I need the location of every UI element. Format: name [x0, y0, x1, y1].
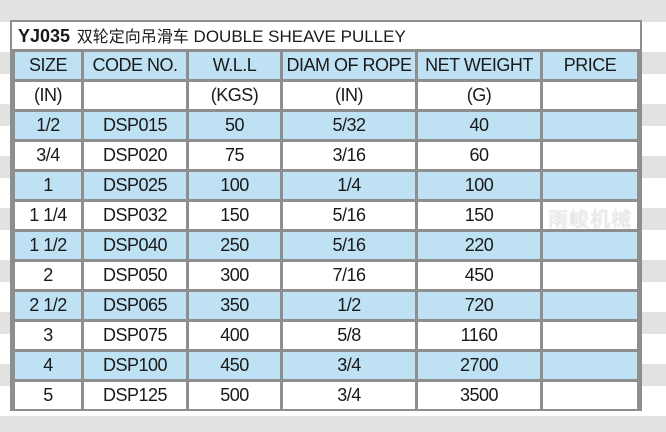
size-cell: 1/2	[15, 112, 81, 139]
size-cell: 1 1/2	[15, 232, 81, 259]
price-cell	[543, 82, 637, 109]
diam-of-rope-cell: 5/8	[283, 322, 415, 349]
net-weight-cell: 1160	[418, 322, 540, 349]
table-row: 4 DSP100 450 3/4 2700	[15, 352, 637, 379]
table-row: 3/4 DSP020 75 3/16 60	[15, 142, 637, 169]
units-row: (IN) (KGS) (IN) (G)	[15, 82, 637, 109]
price-cell	[543, 112, 637, 139]
net-weight-cell: 100	[418, 172, 540, 199]
wll-cell: W.L.L	[189, 52, 280, 79]
code-no-cell: CODE NO.	[84, 52, 186, 79]
wll-cell: 400	[189, 322, 280, 349]
table-row: 1 1/2 DSP040 250 5/16 220	[15, 232, 637, 259]
diam-of-rope-cell: 1/4	[283, 172, 415, 199]
wll-cell: 500	[189, 382, 280, 409]
price-cell	[543, 382, 637, 409]
diam-of-rope-cell: 1/2	[283, 292, 415, 319]
code-no-cell: DSP100	[84, 352, 186, 379]
net-weight-cell: 450	[418, 262, 540, 289]
wll-cell: 75	[189, 142, 280, 169]
wll-cell: 300	[189, 262, 280, 289]
wll-cell: 100	[189, 172, 280, 199]
size-cell: (IN)	[15, 82, 81, 109]
diam-of-rope-cell: 5/32	[283, 112, 415, 139]
wll-cell: 250	[189, 232, 280, 259]
wll-cell: 150	[189, 202, 280, 229]
diam-of-rope-cell: 5/16	[283, 232, 415, 259]
table-row: 2 DSP050 300 7/16 450	[15, 262, 637, 289]
price-cell	[543, 322, 637, 349]
code-no-cell: DSP050	[84, 262, 186, 289]
net-weight-cell: 3500	[418, 382, 540, 409]
diam-of-rope-cell: DIAM OF ROPE	[283, 52, 415, 79]
size-cell: 1 1/4	[15, 202, 81, 229]
code-no-cell: DSP015	[84, 112, 186, 139]
net-weight-cell: 60	[418, 142, 540, 169]
wll-cell: 350	[189, 292, 280, 319]
net-weight-cell: (G)	[418, 82, 540, 109]
size-cell: 2 1/2	[15, 292, 81, 319]
english-title: DOUBLE SHEAVE PULLEY	[193, 27, 406, 46]
code-no-cell: DSP065	[84, 292, 186, 319]
code-no-cell: DSP040	[84, 232, 186, 259]
model-code: YJ035	[18, 26, 71, 46]
diam-of-rope-cell: 3/16	[283, 142, 415, 169]
net-weight-cell: 150	[418, 202, 540, 229]
diam-of-rope-cell: 3/4	[283, 382, 415, 409]
net-weight-cell: 220	[418, 232, 540, 259]
table-row: 1 1/4 DSP032 150 5/16 150	[15, 202, 637, 229]
diam-of-rope-cell: (IN)	[283, 82, 415, 109]
code-no-cell: DSP075	[84, 322, 186, 349]
wll-cell: 450	[189, 352, 280, 379]
price-cell	[543, 142, 637, 169]
code-no-cell: DSP020	[84, 142, 186, 169]
price-cell	[543, 202, 637, 229]
header-row: SIZE CODE NO. W.L.L DIAM OF ROPE NET WEIGHT P…	[15, 52, 637, 79]
net-weight-cell: 40	[418, 112, 540, 139]
table-title: YJ035 双轮定向吊滑车 DOUBLE SHEAVE PULLEY	[12, 22, 640, 49]
price-cell	[543, 352, 637, 379]
wll-cell: (KGS)	[189, 82, 280, 109]
diam-of-rope-cell: 3/4	[283, 352, 415, 379]
spec-table: SIZE CODE NO. W.L.L DIAM OF ROPE NET WEIGHT P…	[12, 49, 640, 412]
price-cell	[543, 262, 637, 289]
size-cell: 3/4	[15, 142, 81, 169]
code-no-cell: DSP025	[84, 172, 186, 199]
table-row: 5 DSP125 500 3/4 3500	[15, 382, 637, 409]
size-cell: 4	[15, 352, 81, 379]
chinese-title: 双轮定向吊滑车	[76, 27, 189, 46]
net-weight-cell: 2700	[418, 352, 540, 379]
diam-of-rope-cell: 5/16	[283, 202, 415, 229]
net-weight-cell: NET WEIGHT	[418, 52, 540, 79]
price-cell	[543, 232, 637, 259]
table-row: 1 DSP025 100 1/4 100	[15, 172, 637, 199]
price-cell	[543, 292, 637, 319]
price-cell	[543, 172, 637, 199]
table-row: 1/2 DSP015 50 5/32 40	[15, 112, 637, 139]
size-cell: 2	[15, 262, 81, 289]
table-row: 3 DSP075 400 5/8 1160	[15, 322, 637, 349]
table-row: 2 1/2 DSP065 350 1/2 720	[15, 292, 637, 319]
net-weight-cell: 720	[418, 292, 540, 319]
code-no-cell: DSP125	[84, 382, 186, 409]
size-cell: 1	[15, 172, 81, 199]
price-cell: PRICE	[543, 52, 637, 79]
size-cell: SIZE	[15, 52, 81, 79]
diam-of-rope-cell: 7/16	[283, 262, 415, 289]
wll-cell: 50	[189, 112, 280, 139]
code-no-cell	[84, 82, 186, 109]
spec-table-container: YJ035 双轮定向吊滑车 DOUBLE SHEAVE PULLEY SIZE C…	[10, 20, 642, 411]
watermark: 雨峻机械	[548, 207, 632, 231]
size-cell: 3	[15, 322, 81, 349]
code-no-cell: DSP032	[84, 202, 186, 229]
size-cell: 5	[15, 382, 81, 409]
